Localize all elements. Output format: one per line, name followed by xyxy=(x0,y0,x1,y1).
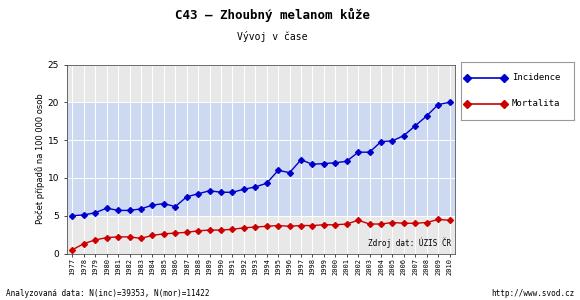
Text: C43 – Zhoubný melanom kůže: C43 – Zhoubný melanom kůže xyxy=(175,8,370,22)
Text: Mortalita: Mortalita xyxy=(512,99,560,108)
Text: Analyzovaná data: N(inc)=39353, N(mor)=11422: Analyzovaná data: N(inc)=39353, N(mor)=1… xyxy=(6,290,209,298)
Text: Incidence: Incidence xyxy=(512,74,560,82)
Text: Zdroj dat: ÚZIS ČR: Zdroj dat: ÚZIS ČR xyxy=(368,237,451,248)
Y-axis label: Počet případů na 100 000 osob: Počet případů na 100 000 osob xyxy=(35,94,45,224)
Text: http://www.svod.cz: http://www.svod.cz xyxy=(491,290,574,298)
Bar xyxy=(67,102,455,216)
Text: Vývoj v čase: Vývoj v čase xyxy=(237,32,308,43)
